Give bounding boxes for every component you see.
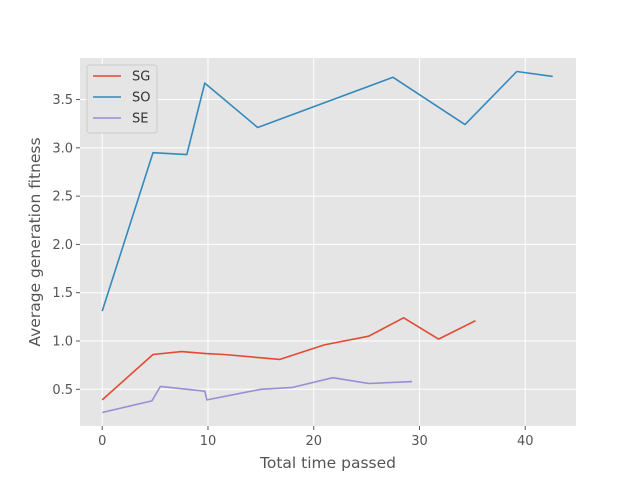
- y-tick-label: 2.5: [52, 190, 73, 205]
- legend-label: SG: [132, 70, 150, 85]
- x-axis-ticks: 0 10 20 30 40: [98, 426, 534, 449]
- y-tick-label: 3.5: [52, 93, 73, 108]
- series-layer: [101, 70, 553, 414]
- y-tick-label: 3.0: [52, 141, 73, 156]
- x-tick-label: 20: [305, 434, 322, 449]
- y-tick-label: 1.0: [52, 335, 73, 350]
- x-tick-label: 30: [411, 434, 428, 449]
- legend-box: [86, 64, 158, 134]
- y-tick-label: 0.5: [52, 383, 73, 398]
- legend-label: SE: [132, 112, 148, 127]
- legend-label: SO: [132, 91, 150, 106]
- x-tick-label: 40: [517, 434, 534, 449]
- x-axis-label: Total time passed: [259, 454, 396, 472]
- series-line-se: [102, 376, 413, 414]
- grid-lines: [80, 58, 576, 426]
- series-line-so: [101, 70, 553, 312]
- legend: SG SO SE: [86, 64, 158, 134]
- y-tick-label: 1.5: [52, 286, 73, 301]
- series-line-sg: [101, 316, 476, 401]
- y-tick-label: 2.0: [52, 238, 73, 253]
- x-tick-label: 0: [98, 434, 106, 449]
- y-axis-label: Average generation fitness: [26, 137, 44, 346]
- y-axis-ticks: 0.5 1.0 1.5 2.0 2.5 3.0 3.5: [52, 93, 80, 398]
- x-tick-label: 10: [200, 434, 217, 449]
- plot-background: [80, 58, 576, 426]
